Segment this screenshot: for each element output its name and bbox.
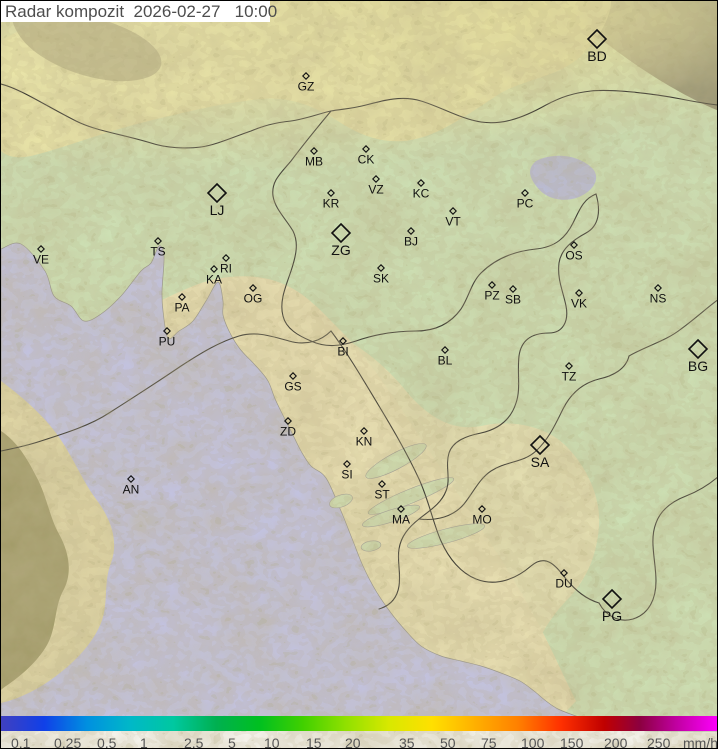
svg-text:OS: OS (565, 248, 582, 262)
svg-text:ZD: ZD (280, 424, 296, 438)
svg-text:MO: MO (472, 512, 491, 526)
svg-text:VK: VK (571, 296, 587, 310)
svg-text:VZ: VZ (368, 182, 383, 196)
svg-text:TZ: TZ (562, 369, 577, 383)
svg-text:DU: DU (555, 576, 572, 590)
svg-text:TS: TS (150, 244, 165, 258)
svg-text:RI: RI (220, 261, 232, 275)
svg-text:SK: SK (373, 271, 389, 285)
svg-text:SB: SB (505, 292, 521, 306)
svg-text:NS: NS (650, 291, 667, 305)
svg-text:PC: PC (517, 196, 534, 210)
svg-text:LJ: LJ (210, 202, 225, 218)
svg-text:BG: BG (688, 358, 708, 374)
svg-text:SA: SA (531, 454, 550, 470)
svg-text:MB: MB (305, 154, 323, 168)
svg-text:AN: AN (123, 482, 140, 496)
svg-text:ST: ST (374, 487, 390, 501)
svg-text:PA: PA (174, 300, 189, 314)
svg-text:BJ: BJ (404, 234, 418, 248)
svg-text:MA: MA (392, 512, 410, 526)
svg-text:KR: KR (323, 196, 340, 210)
svg-text:KC: KC (413, 186, 430, 200)
svg-text:OG: OG (244, 291, 263, 305)
svg-text:BI: BI (337, 344, 348, 358)
svg-text:PG: PG (602, 608, 622, 624)
svg-text:SI: SI (341, 467, 352, 481)
svg-text:PZ: PZ (484, 288, 499, 302)
svg-text:BD: BD (587, 48, 606, 64)
svg-text:BL: BL (438, 353, 453, 367)
svg-text:KN: KN (356, 434, 373, 448)
svg-text:CK: CK (358, 152, 375, 166)
svg-text:ZG: ZG (331, 242, 350, 258)
svg-text:GS: GS (284, 379, 301, 393)
svg-text:PU: PU (159, 334, 176, 348)
svg-text:GZ: GZ (298, 79, 315, 93)
svg-text:VE: VE (33, 252, 49, 266)
svg-text:VT: VT (445, 214, 461, 228)
